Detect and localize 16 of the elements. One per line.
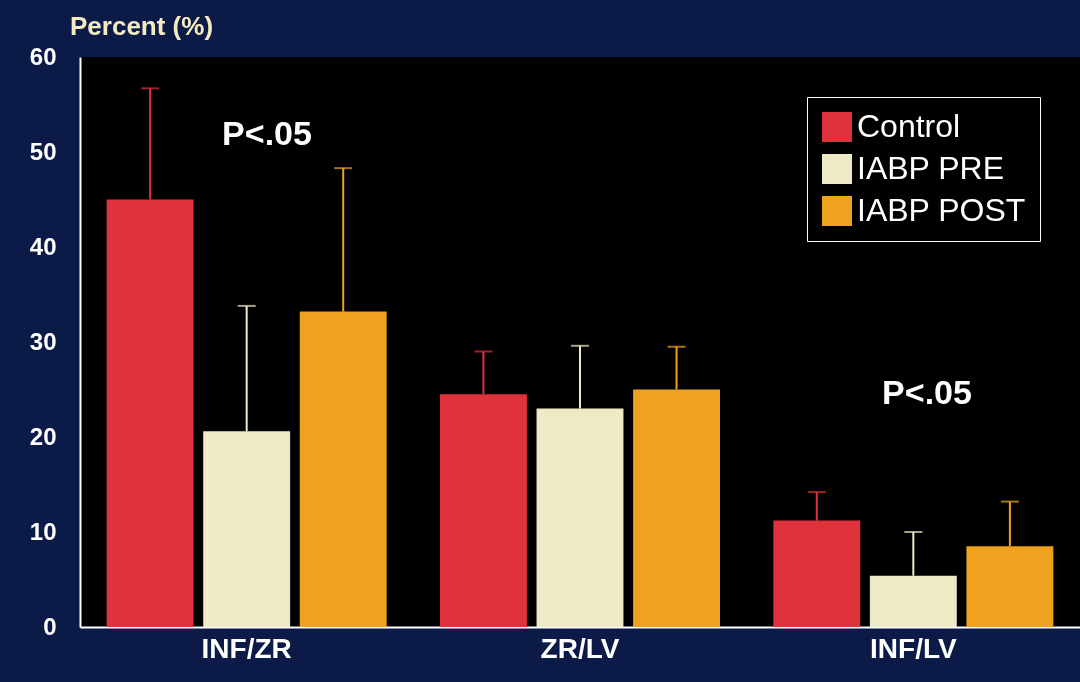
y-tick-label: 40 xyxy=(29,232,57,260)
y-tick-label: 20 xyxy=(29,422,57,450)
legend-label: IABP PRE xyxy=(857,150,1005,186)
legend-label: Control xyxy=(857,108,961,144)
legend-label: IABP POST xyxy=(857,192,1026,228)
y-tick-label: 60 xyxy=(29,42,57,70)
y-axis-title: Percent (%) xyxy=(70,11,214,41)
y-tick-label: 10 xyxy=(29,517,57,545)
annotation: P<.05 xyxy=(882,373,972,411)
x-tick-label: ZR/LV xyxy=(540,632,620,664)
y-tick-label: 30 xyxy=(29,327,57,355)
annotation: P<.05 xyxy=(222,114,312,152)
x-tick-label: INF/LV xyxy=(870,632,957,664)
y-tick-label: 50 xyxy=(29,137,57,165)
y-tick-label: 0 xyxy=(43,612,57,640)
x-tick-label: INF/ZR xyxy=(201,632,292,664)
